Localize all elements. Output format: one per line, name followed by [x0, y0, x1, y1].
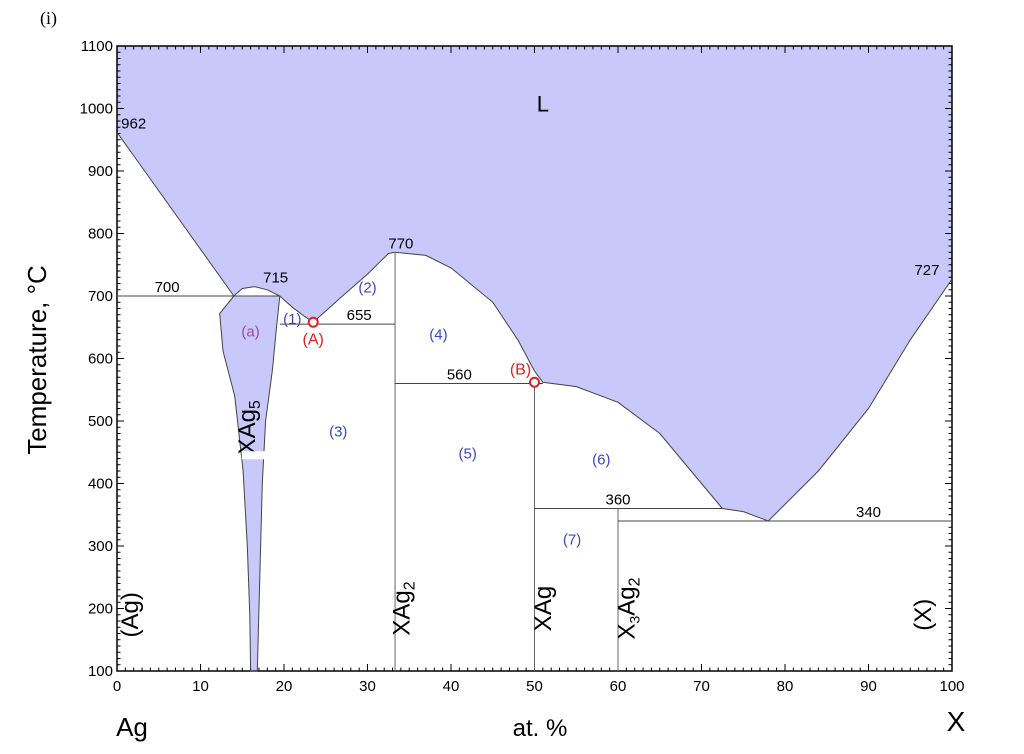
region-label: (2) [358, 280, 376, 297]
temperature-label: 360 [605, 492, 630, 509]
x-axis-label: at. % [513, 715, 568, 742]
xag5-phase-region [219, 296, 280, 671]
chart-labels: 0 10 20 30 40 50 60 70 80 90 100 100 200 300 400 500 600… [80, 38, 965, 695]
y-tick-label: 500 [88, 413, 113, 430]
x-tick-label: 20 [276, 678, 293, 695]
region-label: (5) [459, 445, 477, 462]
region-label: (3) [329, 423, 347, 440]
special-point-label: (A) [303, 331, 324, 348]
phase-label: XAg5 [234, 400, 264, 454]
x-tick-label: 50 [526, 678, 543, 695]
liquid-region [117, 46, 952, 521]
y-tick-label: 100 [88, 663, 113, 680]
y-tick-label: 300 [88, 538, 113, 555]
region-label: L [537, 91, 549, 116]
liquid-region-fill [117, 46, 952, 671]
region-label: (a) [241, 323, 259, 340]
region-label: (6) [592, 452, 610, 469]
temperature-label: 340 [856, 504, 881, 521]
phase-boundaries [116, 132, 953, 672]
temperature-label: 770 [388, 235, 413, 252]
y-tick-label: 600 [88, 351, 113, 368]
special-point-label: (B) [510, 361, 531, 378]
x-tick-label: 40 [443, 678, 460, 695]
phase-label: XAg2 [388, 581, 418, 635]
temperature-label: 715 [263, 270, 288, 287]
axis-ticks [116, 45, 953, 672]
region-label: (1) [283, 311, 301, 328]
region-label: (7) [563, 532, 581, 549]
phase-label: X3Ag2 [614, 577, 644, 639]
y-tick-label: 800 [88, 226, 113, 243]
x-tick-label: 90 [860, 678, 877, 695]
phase-label: (X) [910, 599, 937, 631]
temperature-label: 560 [447, 367, 472, 384]
x-tick-label: 30 [359, 678, 376, 695]
y-tick-label: 1000 [80, 101, 113, 118]
phase-label: XAg [530, 586, 557, 631]
y-tick-label: 1100 [81, 38, 113, 55]
temperature-label: 700 [155, 279, 180, 296]
y-axis-label: Temperature, °C [22, 265, 52, 455]
phase-label: (Ag) [117, 592, 144, 637]
x-tick-label: 80 [777, 678, 794, 695]
x-tick-label: 0 [113, 678, 121, 695]
x-tick-label: 10 [192, 678, 209, 695]
xag5-phase-boundary [219, 295, 281, 672]
y-tick-label: 400 [88, 476, 113, 493]
x-tick-label: 100 [939, 678, 964, 695]
x-tick-label: 70 [693, 678, 710, 695]
temperature-label: 727 [914, 262, 939, 279]
y-tick-label: 900 [88, 163, 113, 180]
left-component-label: Ag [116, 712, 148, 742]
y-tick-label: 700 [88, 288, 113, 305]
right-component-label: X [947, 706, 966, 737]
temperature-label: 655 [347, 307, 372, 324]
y-tick-label: 200 [88, 601, 113, 618]
panel-label: (i) [40, 8, 57, 28]
temperature-label: 962 [121, 115, 146, 132]
label-background [241, 451, 268, 460]
liquidus-line [116, 132, 953, 522]
region-label: (4) [429, 327, 447, 344]
special-point-marker [529, 376, 540, 388]
x-tick-label: 60 [610, 678, 627, 695]
special-point-marker [307, 316, 319, 328]
